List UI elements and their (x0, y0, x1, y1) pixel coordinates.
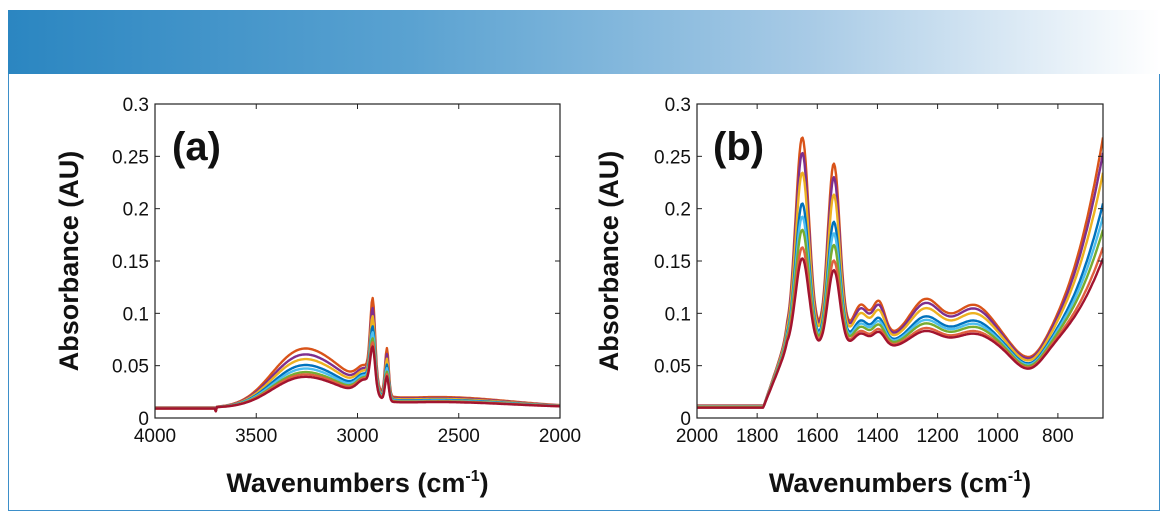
panel-a-xtick-label-1: 3500 (235, 426, 277, 447)
figure-frame (8, 74, 1160, 511)
panel-a-panel-label: (a) (172, 125, 221, 169)
panel-b-xlabel-main: Wavenumbers (cm (769, 468, 1008, 498)
panel-a-xlabel-superscript: -1 (465, 468, 479, 485)
panel-a-ytick-label-2: 0.1 (123, 304, 149, 325)
panel-a-ytick-label-5: 0.25 (112, 147, 149, 168)
panel-a-xlabel-main: Wavenumbers (cm (226, 468, 465, 498)
panel-b-xtick-label-1: 1800 (736, 426, 778, 447)
panel-b-ylabel: Absorbance (AU) (594, 151, 624, 372)
panel-b-ytick-label-2: 0.1 (665, 304, 691, 325)
panel-b-xtick-label-6: 800 (1042, 426, 1074, 447)
panel-a-chart: 4000 3500 3000 2500 2000 0 0.05 0.1 0.15 0.2 0.25 0… (54, 95, 581, 498)
panel-a-ytick-label-1: 0.05 (112, 357, 149, 378)
panel-b-xlabel: Wavenumbers (cm-1) (769, 468, 1031, 498)
panel-b-series-s6 (697, 228, 1103, 409)
panel-a-xlabel-close: ) (480, 468, 489, 498)
panel-b-xtick-label-3: 1400 (856, 426, 898, 447)
panel-b-xlabel-superscript: -1 (1008, 468, 1022, 485)
panel-b-xtick-label-0: 2000 (676, 426, 718, 447)
panel-a-xtick-label-4: 2000 (539, 426, 581, 447)
panel-b-ytick-label-5: 0.25 (654, 147, 691, 168)
panel-a-ytick-label-4: 0.2 (123, 200, 149, 221)
panel-b-series-s3 (697, 171, 1103, 408)
panel-b-ytick-label-1: 0.05 (654, 357, 691, 378)
panel-a-ytick-label-3: 0.15 (112, 252, 149, 273)
panel-a-xlabel: Wavenumbers (cm-1) (226, 468, 488, 498)
panel-b-ytick-label-4: 0.2 (665, 200, 691, 221)
panel-b-ytick-label-6: 0.3 (665, 95, 691, 116)
panel-b-ytick-label-3: 0.15 (654, 252, 691, 273)
panel-a-series-s3 (155, 315, 560, 413)
panel-b-series-s4 (697, 202, 1103, 408)
panel-b-chart: 2000 1800 1600 1400 1200 1000 800 0 0.05 0.1 0.15 0… (594, 95, 1104, 498)
panel-a-xtick-label-2: 3000 (336, 426, 378, 447)
panel-b-series-s5 (697, 215, 1103, 409)
panel-a-series-group (155, 296, 560, 413)
panel-a-series-s1 (155, 296, 560, 413)
panel-b-ytick-label-0: 0 (680, 409, 691, 430)
panel-b-series-s2 (697, 151, 1103, 407)
panel-b-series-s8 (697, 257, 1103, 409)
panel-a-ytick-label-0: 0 (138, 409, 149, 430)
panel-b-series-group (697, 136, 1103, 409)
panel-a-ylabel: Absorbance (AU) (54, 151, 84, 372)
header-banner (8, 10, 1160, 74)
panel-b-xtick-label-5: 1000 (977, 426, 1019, 447)
panel-a-xtick-label-3: 2500 (438, 426, 480, 447)
panel-b-xtick-label-2: 1600 (796, 426, 838, 447)
panel-b-panel-label: (b) (713, 125, 764, 169)
panel-a-series-s2 (155, 306, 560, 413)
panel-b-series-s1 (697, 136, 1103, 407)
panel-a-xtick-label-0: 4000 (134, 426, 176, 447)
panel-b-xtick-label-4: 1200 (916, 426, 958, 447)
panel-a-series-s8 (155, 345, 560, 413)
panel-a-ytick-label-6: 0.3 (123, 95, 149, 116)
panel-b-xlabel-close: ) (1022, 468, 1031, 498)
